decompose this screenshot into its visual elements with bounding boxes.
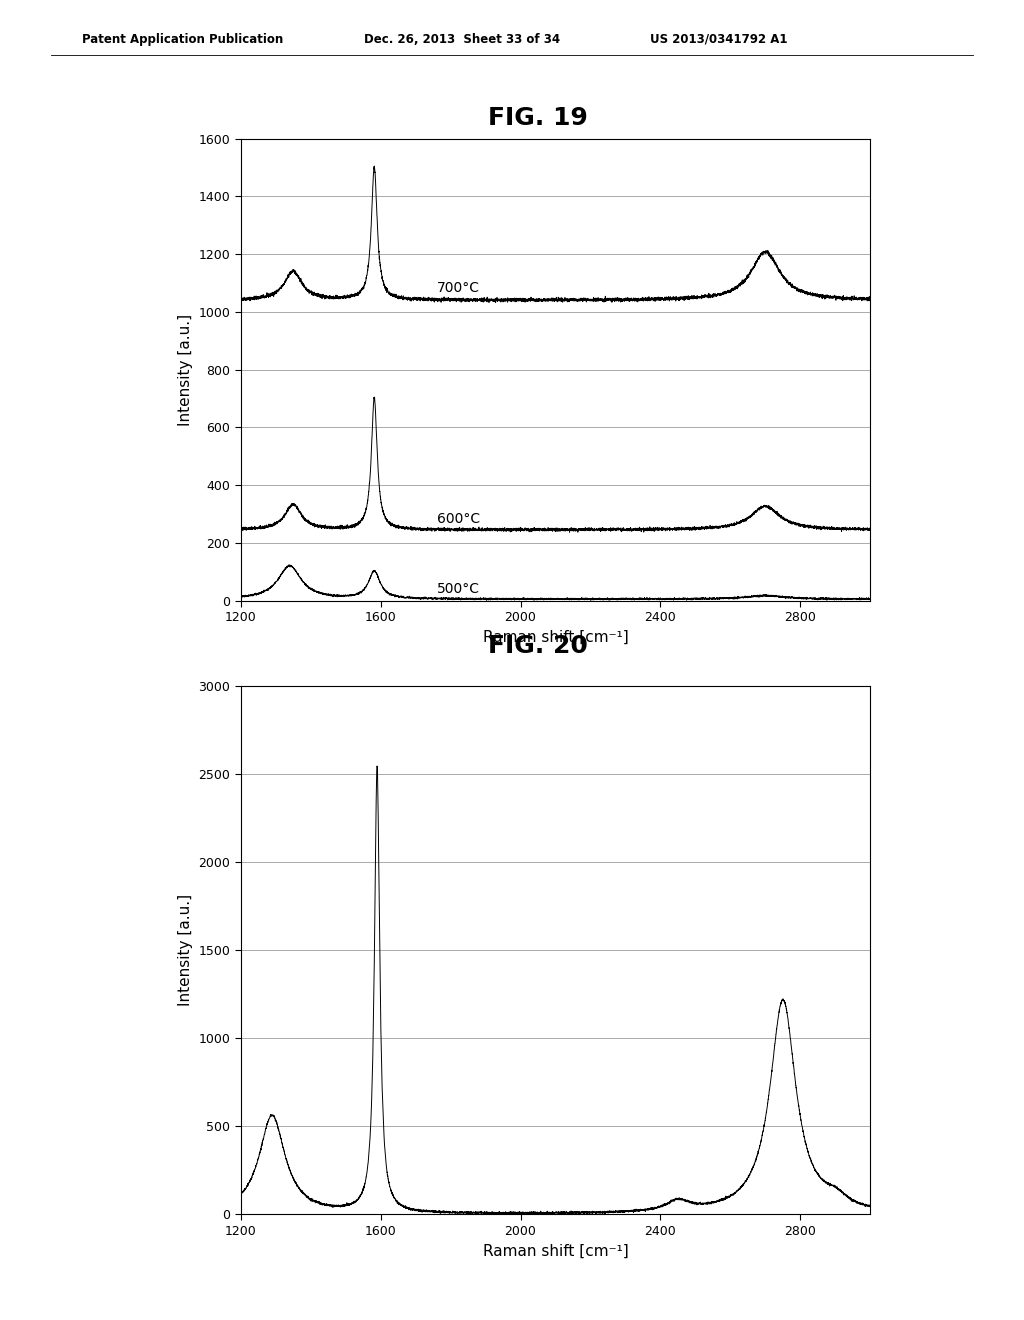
- X-axis label: Raman shift [cm⁻¹]: Raman shift [cm⁻¹]: [482, 630, 629, 644]
- Text: 700°C: 700°C: [436, 281, 479, 294]
- Text: Patent Application Publication: Patent Application Publication: [82, 33, 284, 46]
- Y-axis label: Intensity [a.u.]: Intensity [a.u.]: [178, 895, 193, 1006]
- Text: 500°C: 500°C: [436, 582, 479, 595]
- Text: FIG. 20: FIG. 20: [487, 634, 588, 657]
- Text: US 2013/0341792 A1: US 2013/0341792 A1: [650, 33, 787, 46]
- Text: 600°C: 600°C: [436, 512, 479, 527]
- X-axis label: Raman shift [cm⁻¹]: Raman shift [cm⁻¹]: [482, 1243, 629, 1258]
- Y-axis label: Intensity [a.u.]: Intensity [a.u.]: [178, 314, 193, 425]
- Text: Dec. 26, 2013  Sheet 33 of 34: Dec. 26, 2013 Sheet 33 of 34: [364, 33, 560, 46]
- Text: FIG. 19: FIG. 19: [487, 106, 588, 129]
